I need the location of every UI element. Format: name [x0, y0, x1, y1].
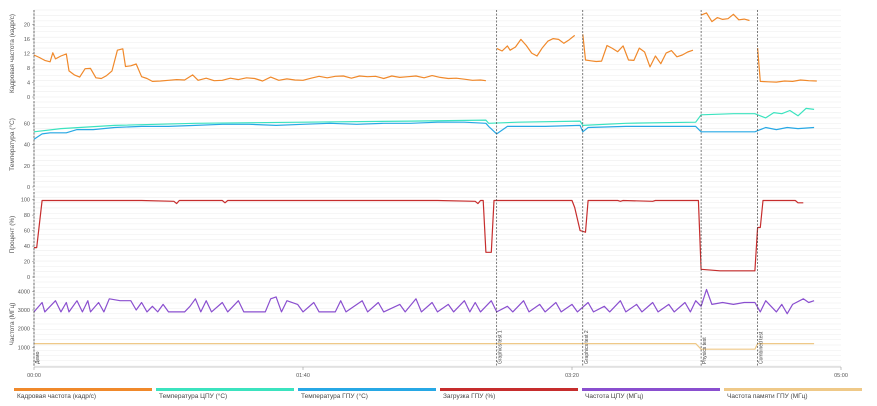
x-tick-label: 05:00: [834, 373, 848, 379]
y-tick-label: 4000: [18, 289, 30, 295]
y-tick-label: 16: [24, 37, 30, 43]
legend-swatch: [298, 388, 436, 391]
series-line: [34, 343, 815, 350]
legend-item[interactable]: Температура ЦПУ (°C): [156, 386, 296, 406]
y-tick-label: 1000: [18, 345, 30, 351]
y-axis-label: Кадровая частота (кадр/с): [9, 14, 16, 93]
x-tick-label: 01:40: [296, 373, 310, 379]
series-line: [700, 12, 750, 23]
y-tick-label: 3000: [18, 308, 30, 314]
series-line: [757, 48, 817, 83]
y-tick-label: 4: [27, 81, 30, 87]
y-tick-label: 12: [24, 52, 30, 58]
y-axis-label: Процент (%): [9, 216, 16, 254]
y-tick-label: 60: [24, 121, 30, 127]
y-tick-label: 60: [24, 229, 30, 235]
legend-label: Частота памяти ГПУ (МГц): [727, 393, 808, 400]
series-line: [496, 34, 576, 57]
y-tick-label: 100: [21, 198, 30, 204]
legend-item[interactable]: Загрузка ГПУ (%): [440, 386, 580, 406]
x-tick-label: 00:00: [27, 373, 41, 379]
legend-label: Загрузка ГПУ (%): [443, 393, 496, 400]
y-tick-label: 0: [27, 275, 30, 281]
phase-marker-label: Graphics test 1: [498, 330, 504, 364]
y-tick-label: 0: [27, 95, 30, 101]
series-line: [33, 288, 815, 315]
chart-panel: 1000 2000 3000 4000 Частота (МГц): [9, 281, 841, 367]
y-tick-label: 8: [27, 66, 30, 72]
chart-legend: Кадровая частота (кадр/с) Температура ЦПУ…: [0, 386, 877, 406]
phase-marker-label: Graphics test 2: [584, 330, 590, 364]
y-axis-label: Температура (°C): [8, 118, 16, 171]
y-tick-label: 2000: [18, 327, 30, 333]
phase-marker-label: Physics test: [702, 337, 708, 364]
legend-item[interactable]: Температура ГПУ (°C): [298, 386, 438, 406]
y-axis-label: Частота (МГц): [9, 303, 16, 346]
x-tick-label: 03:20: [565, 373, 579, 379]
legend-swatch: [14, 388, 152, 391]
legend-label: Температура ГПУ (°C): [301, 393, 368, 400]
y-tick-label: 0: [27, 185, 30, 191]
legend-label: Кадровая частота (кадр/с): [17, 393, 97, 400]
legend-swatch: [440, 388, 578, 391]
y-tick-label: 20: [24, 23, 30, 29]
chart-panel: 0 20 40 60 Температура (°C): [8, 101, 841, 191]
y-tick-label: 20: [24, 164, 30, 170]
series-line: [33, 121, 815, 140]
series-line: [34, 199, 804, 272]
legend-swatch: [724, 388, 862, 391]
series-line: [582, 34, 694, 68]
legend-swatch: [156, 388, 294, 391]
legend-item[interactable]: Кадровая частота (кадр/с): [14, 386, 154, 406]
chart-panel: 0 20 40 60 80 100 Процент (%): [9, 191, 841, 281]
legend-item[interactable]: Частота памяти ГПУ (МГц): [724, 386, 864, 406]
phase-marker-label: Combined test: [759, 331, 765, 364]
y-tick-label: 40: [24, 244, 30, 250]
series-line: [33, 107, 815, 133]
legend-label: Частота ЦПУ (МГц): [585, 393, 644, 400]
chart-panel: 0 4 8 12 16 20 Кадровая частота (кадр/с): [9, 9, 841, 101]
legend-item[interactable]: Частота ЦПУ (МГц): [582, 386, 722, 406]
legend-label: Температура ЦПУ (°C): [159, 393, 228, 400]
phase-marker-label: Демо: [35, 351, 41, 364]
y-tick-label: 80: [24, 213, 30, 219]
legend-swatch: [582, 388, 720, 391]
y-tick-label: 40: [24, 143, 30, 149]
series-line: [33, 48, 486, 82]
chart-canvas: 0 4 8 12 16 20 Кадровая частота (кадр/с) 0 20 40 6…: [8, 9, 848, 379]
y-tick-label: 20: [24, 260, 30, 266]
